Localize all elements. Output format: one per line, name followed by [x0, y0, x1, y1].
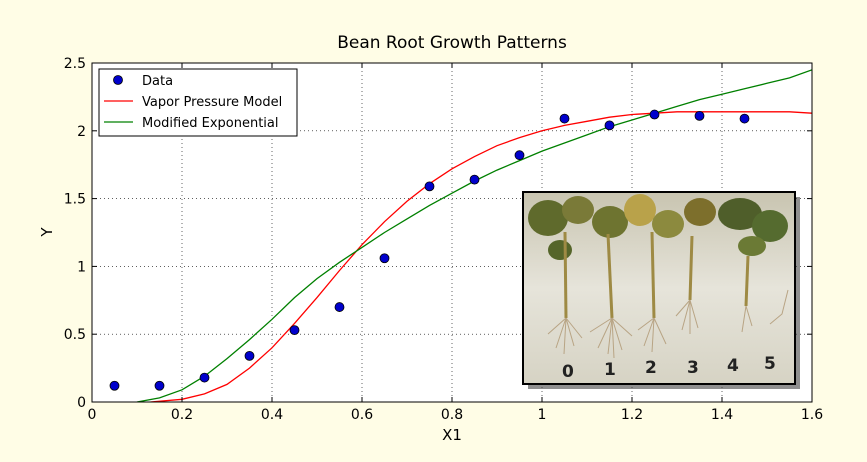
inset-photo: 0 1 2 3 4 5: [522, 191, 800, 389]
data-point: [424, 181, 435, 192]
data-point: [649, 109, 660, 120]
x-tick-label: 0: [88, 407, 97, 423]
data-point: [109, 380, 120, 391]
y-tick-label: 0: [77, 395, 86, 411]
x-tick-label: 1.4: [711, 407, 733, 423]
data-point: [559, 113, 570, 124]
foliage: [528, 194, 788, 260]
y-tick-label: 2.5: [64, 56, 86, 72]
series-layer: [109, 69, 812, 402]
y-tick-label: 1.5: [64, 192, 86, 208]
y-tick-label: 2: [77, 124, 86, 140]
y-tick-label: 1: [77, 259, 86, 275]
stems: [563, 231, 750, 319]
data-point: [289, 325, 300, 336]
inset-label-1: 1: [604, 360, 616, 380]
data-point: [469, 174, 480, 185]
inset-label-4: 4: [727, 356, 739, 376]
inset-label-5: 5: [764, 354, 776, 374]
inset-label-0: 0: [562, 362, 574, 382]
data-point: [514, 150, 525, 161]
legend-box: [98, 68, 298, 137]
y-tick-label: 0.5: [64, 327, 86, 343]
x-tick-label: 0.2: [171, 407, 193, 423]
x-tick-label: 1.6: [801, 407, 823, 423]
x-axis-label: X1: [442, 426, 462, 444]
series-line-1: [150, 111, 812, 402]
data-point: [739, 113, 750, 124]
data-point: [694, 110, 705, 121]
legend-vapor-label: Vapor Pressure Model: [142, 95, 282, 110]
y-axis-label: Y: [38, 227, 56, 238]
data-point: [604, 120, 615, 131]
inset-labels: 0 1 2 3 4 5: [562, 354, 776, 382]
x-tick-label: 0.6: [351, 407, 373, 423]
data-point: [199, 372, 210, 383]
data-point: [244, 350, 255, 361]
data-point: [154, 380, 165, 391]
data-point: [334, 302, 345, 312]
chart-title: Bean Root Growth Patterns: [337, 33, 567, 53]
x-tick-label: 0.4: [261, 407, 283, 423]
legend-data-marker: [113, 75, 123, 85]
inset-label-3: 3: [687, 358, 699, 378]
inset-label-2: 2: [645, 358, 657, 378]
x-tick-label: 1: [538, 407, 547, 423]
legend: Data Vapor Pressure Model Modified Expon…: [98, 68, 298, 137]
ticks: 0 0.2 0.4 0.6 0.8 1 1.2 1.4 1.6 0 0.5 1 1.5 2 2.5: [64, 56, 823, 423]
legend-exponential-label: Modified Exponential: [142, 116, 278, 131]
x-tick-label: 1.2: [621, 407, 643, 423]
data-point: [379, 253, 390, 264]
roots: [547, 289, 789, 359]
legend-data-label: Data: [142, 74, 173, 89]
x-tick-label: 0.8: [441, 407, 463, 423]
